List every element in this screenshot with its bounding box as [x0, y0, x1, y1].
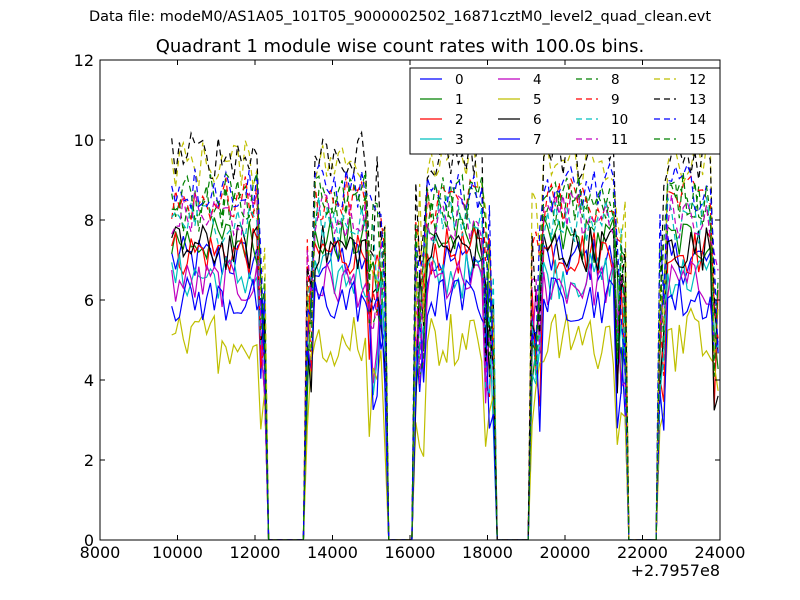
x-tick-label: 8000	[80, 543, 121, 562]
x-tick-label: 12000	[230, 543, 281, 562]
legend-label-1: 1	[455, 92, 464, 108]
legend-label-7: 7	[533, 132, 542, 148]
x-tick-label: 18000	[462, 543, 513, 562]
x-tick-label: 10000	[152, 543, 203, 562]
legend-label-2: 2	[455, 112, 464, 128]
series-line-13	[171, 130, 719, 540]
legend-label-0: 0	[455, 72, 464, 88]
legend-label-9: 9	[611, 92, 620, 108]
x-tick-label: 20000	[540, 543, 591, 562]
legend-label-10: 10	[611, 112, 628, 128]
chart-title: Quadrant 1 module wise count rates with …	[155, 36, 645, 57]
y-tick-label: 12	[74, 51, 94, 70]
legend-label-6: 6	[533, 112, 542, 128]
series-line-5	[171, 306, 719, 540]
legend-label-5: 5	[533, 92, 542, 108]
legend-label-8: 8	[611, 72, 620, 88]
legend-box	[409, 67, 721, 155]
series-line-8	[171, 183, 719, 540]
y-tick-label: 10	[74, 131, 94, 150]
series-line-15	[171, 171, 719, 540]
axis-ticks: 8000 10000 12000 14000 16000 18000 20000 22000 2…	[74, 51, 746, 562]
series-line-1	[171, 216, 719, 540]
x-tick-label: 24000	[695, 543, 746, 562]
x-tick-label: 22000	[617, 543, 668, 562]
series-line-7	[171, 275, 719, 540]
data-file-label: Data file: modeM0/AS1A05_101T05_90000025…	[88, 9, 712, 25]
legend-label-13: 13	[689, 92, 706, 108]
y-tick-label: 2	[84, 451, 94, 470]
y-tick-label: 4	[84, 371, 94, 390]
x-tick-label: 16000	[385, 543, 436, 562]
x-tick-label: 14000	[307, 543, 358, 562]
x-offset-label: +2.7957e8	[631, 561, 720, 580]
legend-label-3: 3	[455, 132, 464, 148]
legend-label-12: 12	[689, 72, 706, 88]
legend-label-14: 14	[689, 112, 706, 128]
series-line-2	[171, 226, 719, 540]
series-line-11	[171, 191, 719, 540]
series-line-6	[171, 223, 719, 540]
legend-label-11: 11	[611, 132, 628, 148]
y-tick-label: 0	[84, 531, 94, 550]
series-lines	[171, 130, 719, 540]
y-tick-label: 6	[84, 291, 94, 310]
legend-label-4: 4	[533, 72, 542, 88]
y-tick-label: 8	[84, 211, 94, 230]
legend-label-15: 15	[689, 132, 706, 148]
series-line-14	[171, 162, 719, 540]
